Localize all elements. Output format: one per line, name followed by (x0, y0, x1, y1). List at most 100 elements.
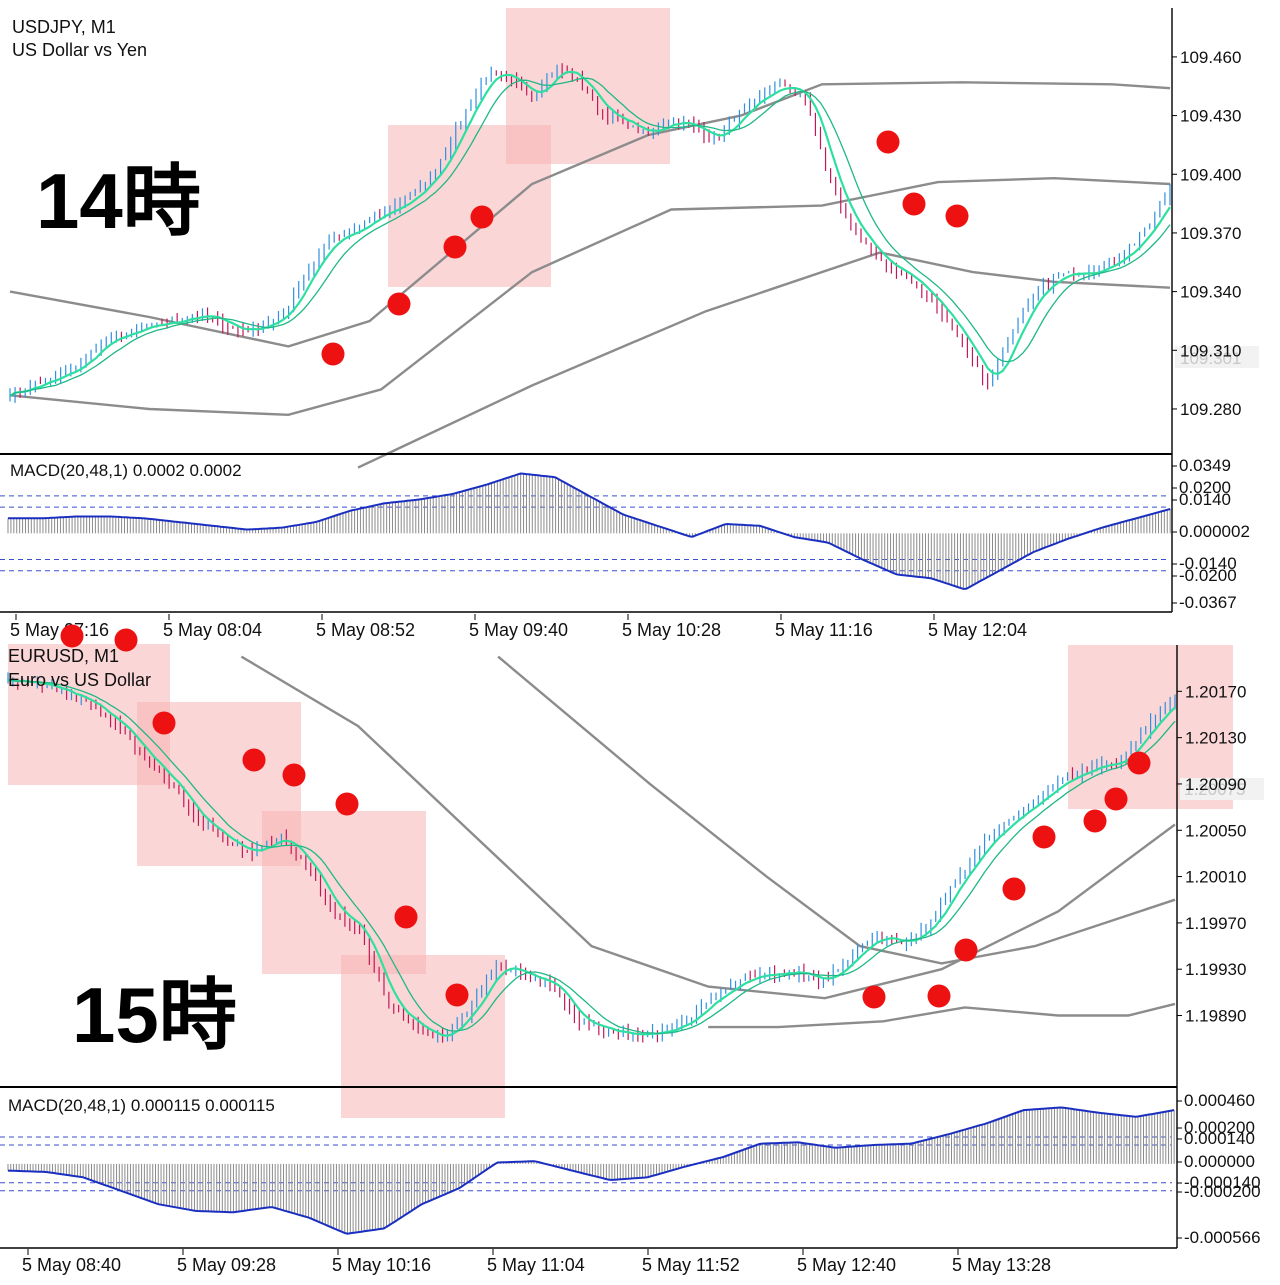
macd-label-top: MACD(20,48,1) 0.0002 0.0002 (10, 461, 242, 480)
marker-dot (445, 983, 469, 1007)
price-tick-label: 1.20170 (1185, 682, 1246, 701)
price-tick-label: 1.20090 (1185, 775, 1246, 794)
symbol-title-top: USDJPY, M1 (12, 17, 116, 37)
marker-dot (1083, 809, 1107, 833)
price-tick-label: 109.310 (1180, 341, 1241, 360)
price-tick-label: 1.20050 (1185, 821, 1246, 840)
price-axis: 109.460 109.430 109.400 109.370 109.340 109.3… (1172, 48, 1246, 1026)
time-tick-label: 5 May 09:28 (177, 1255, 276, 1275)
marker-dot (876, 130, 900, 154)
current-price-box-top (1175, 346, 1259, 368)
time-tick-label: 5 May 11:52 (642, 1255, 740, 1275)
macd-signal-line (7, 1106, 1175, 1235)
price-tick-label: 109.430 (1180, 107, 1241, 126)
price-tick-label: 109.370 (1180, 224, 1241, 243)
macd-label-bottom: MACD(20,48,1) 0.000115 0.000115 (8, 1096, 275, 1115)
marker-dot (927, 984, 951, 1008)
time-tick-label: 5 May 08:52 (316, 620, 415, 640)
moving-averages (7, 70, 1176, 1037)
marker-dot (443, 235, 467, 259)
time-tick-label: 5 May 09:40 (469, 620, 568, 640)
marker-dot (1032, 825, 1056, 849)
symbol-desc-top: US Dollar vs Yen (12, 40, 147, 60)
macd-tick-label: 0.000000 (1184, 1152, 1255, 1171)
marker-dot (335, 792, 359, 816)
time-tick-label: 5 May 07:16 (10, 620, 109, 640)
marker-dot (282, 763, 306, 787)
marker-dot (114, 628, 138, 652)
price-tick-label: 109.460 (1180, 48, 1241, 67)
macd-tick-label: 0.000140 (1184, 1129, 1255, 1148)
price-tick-label: 1.19970 (1185, 914, 1246, 933)
macd-tick-label: 0.0200 (1179, 478, 1231, 497)
marker-dot (60, 624, 84, 648)
macd-tick-label: -0.0140 (1179, 554, 1237, 573)
price-tick-label: 109.400 (1180, 165, 1241, 184)
marker-dot (954, 938, 978, 962)
marker-dot (470, 205, 494, 229)
time-tick-label: 5 May 11:16 (775, 620, 873, 640)
price-tick-label: 1.20130 (1185, 729, 1246, 748)
symbol-title-bottom: EURUSD, M1 (8, 646, 119, 666)
price-tick-label: 109.340 (1180, 283, 1241, 302)
time-tick-label: 5 May 12:40 (797, 1255, 896, 1275)
band-line (9, 176, 1171, 417)
marker-dot (152, 711, 176, 735)
highlight-zone (262, 811, 426, 974)
marker-dot (1002, 877, 1026, 901)
macd-tick-label: -0.000140 (1184, 1173, 1261, 1192)
moving-average-line (9, 77, 1171, 397)
macd-panels (0, 472, 1175, 1235)
macd-tick-label: 0.000460 (1184, 1091, 1255, 1110)
moving-average-line (9, 70, 1171, 397)
macd-tick-label: -0.000566 (1184, 1228, 1261, 1247)
macd-tick-label: -0.0367 (1179, 593, 1237, 612)
price-tick-label: 1.19890 (1185, 1007, 1246, 1026)
marker-dot (1127, 751, 1151, 775)
band-line (497, 655, 1176, 965)
macd-tick-label: 0.000200 (1184, 1118, 1255, 1137)
time-tick-label: 5 May 11:04 (487, 1255, 585, 1275)
time-tick-label: 5 May 08:40 (22, 1255, 121, 1275)
marker-dot (862, 985, 886, 1009)
time-tick-label: 5 May 10:16 (332, 1255, 431, 1275)
symbol-desc-bottom: Euro vs US Dollar (8, 670, 151, 690)
current-price-bottom: 1.20075 (1184, 780, 1245, 799)
hour-label-bottom: 15時 (72, 971, 237, 1059)
macd-tick-label: -0.000200 (1184, 1182, 1261, 1201)
frame (0, 8, 1178, 1249)
macd-tick-label: -0.0200 (1179, 566, 1237, 585)
marker-dot (387, 292, 411, 316)
highlight-zones (8, 8, 1233, 1118)
macd-tick-label: 0.0349 (1179, 456, 1231, 475)
price-tick-label: 1.19930 (1185, 960, 1246, 979)
macd-tick-label: 0.0140 (1179, 490, 1231, 509)
time-tick-label: 5 May 10:28 (622, 620, 721, 640)
highlight-zone (341, 955, 505, 1118)
marker-dot (394, 905, 418, 929)
current-price-box-bottom (1180, 778, 1264, 800)
price-tick-label: 1.20010 (1185, 868, 1246, 887)
moving-average-line (7, 678, 1176, 1037)
current-price-top: 109.301 (1180, 349, 1241, 368)
hour-label-top: 14時 (36, 157, 201, 245)
band-line (708, 1002, 1176, 1029)
time-tick-label: 5 May 08:04 (163, 620, 262, 640)
macd-signal-line (8, 472, 1171, 590)
time-tick-label: 5 May 13:28 (952, 1255, 1051, 1275)
macd-tick-label: 0.000002 (1179, 522, 1250, 541)
moving-average-line (7, 679, 1176, 1035)
marker-dot (1104, 787, 1128, 811)
marker-dot (321, 342, 345, 366)
highlight-zone (506, 8, 670, 164)
marker-dot (945, 204, 969, 228)
band-line (240, 655, 1176, 1000)
marker-dot (242, 748, 266, 772)
marker-dots (60, 130, 1151, 1009)
time-axis: 5 May 07:16 5 May 08:04 5 May 08:52 5 May 0… (10, 614, 1051, 1275)
time-tick-label: 5 May 12:04 (928, 620, 1027, 640)
price-tick-label: 109.280 (1180, 400, 1241, 419)
